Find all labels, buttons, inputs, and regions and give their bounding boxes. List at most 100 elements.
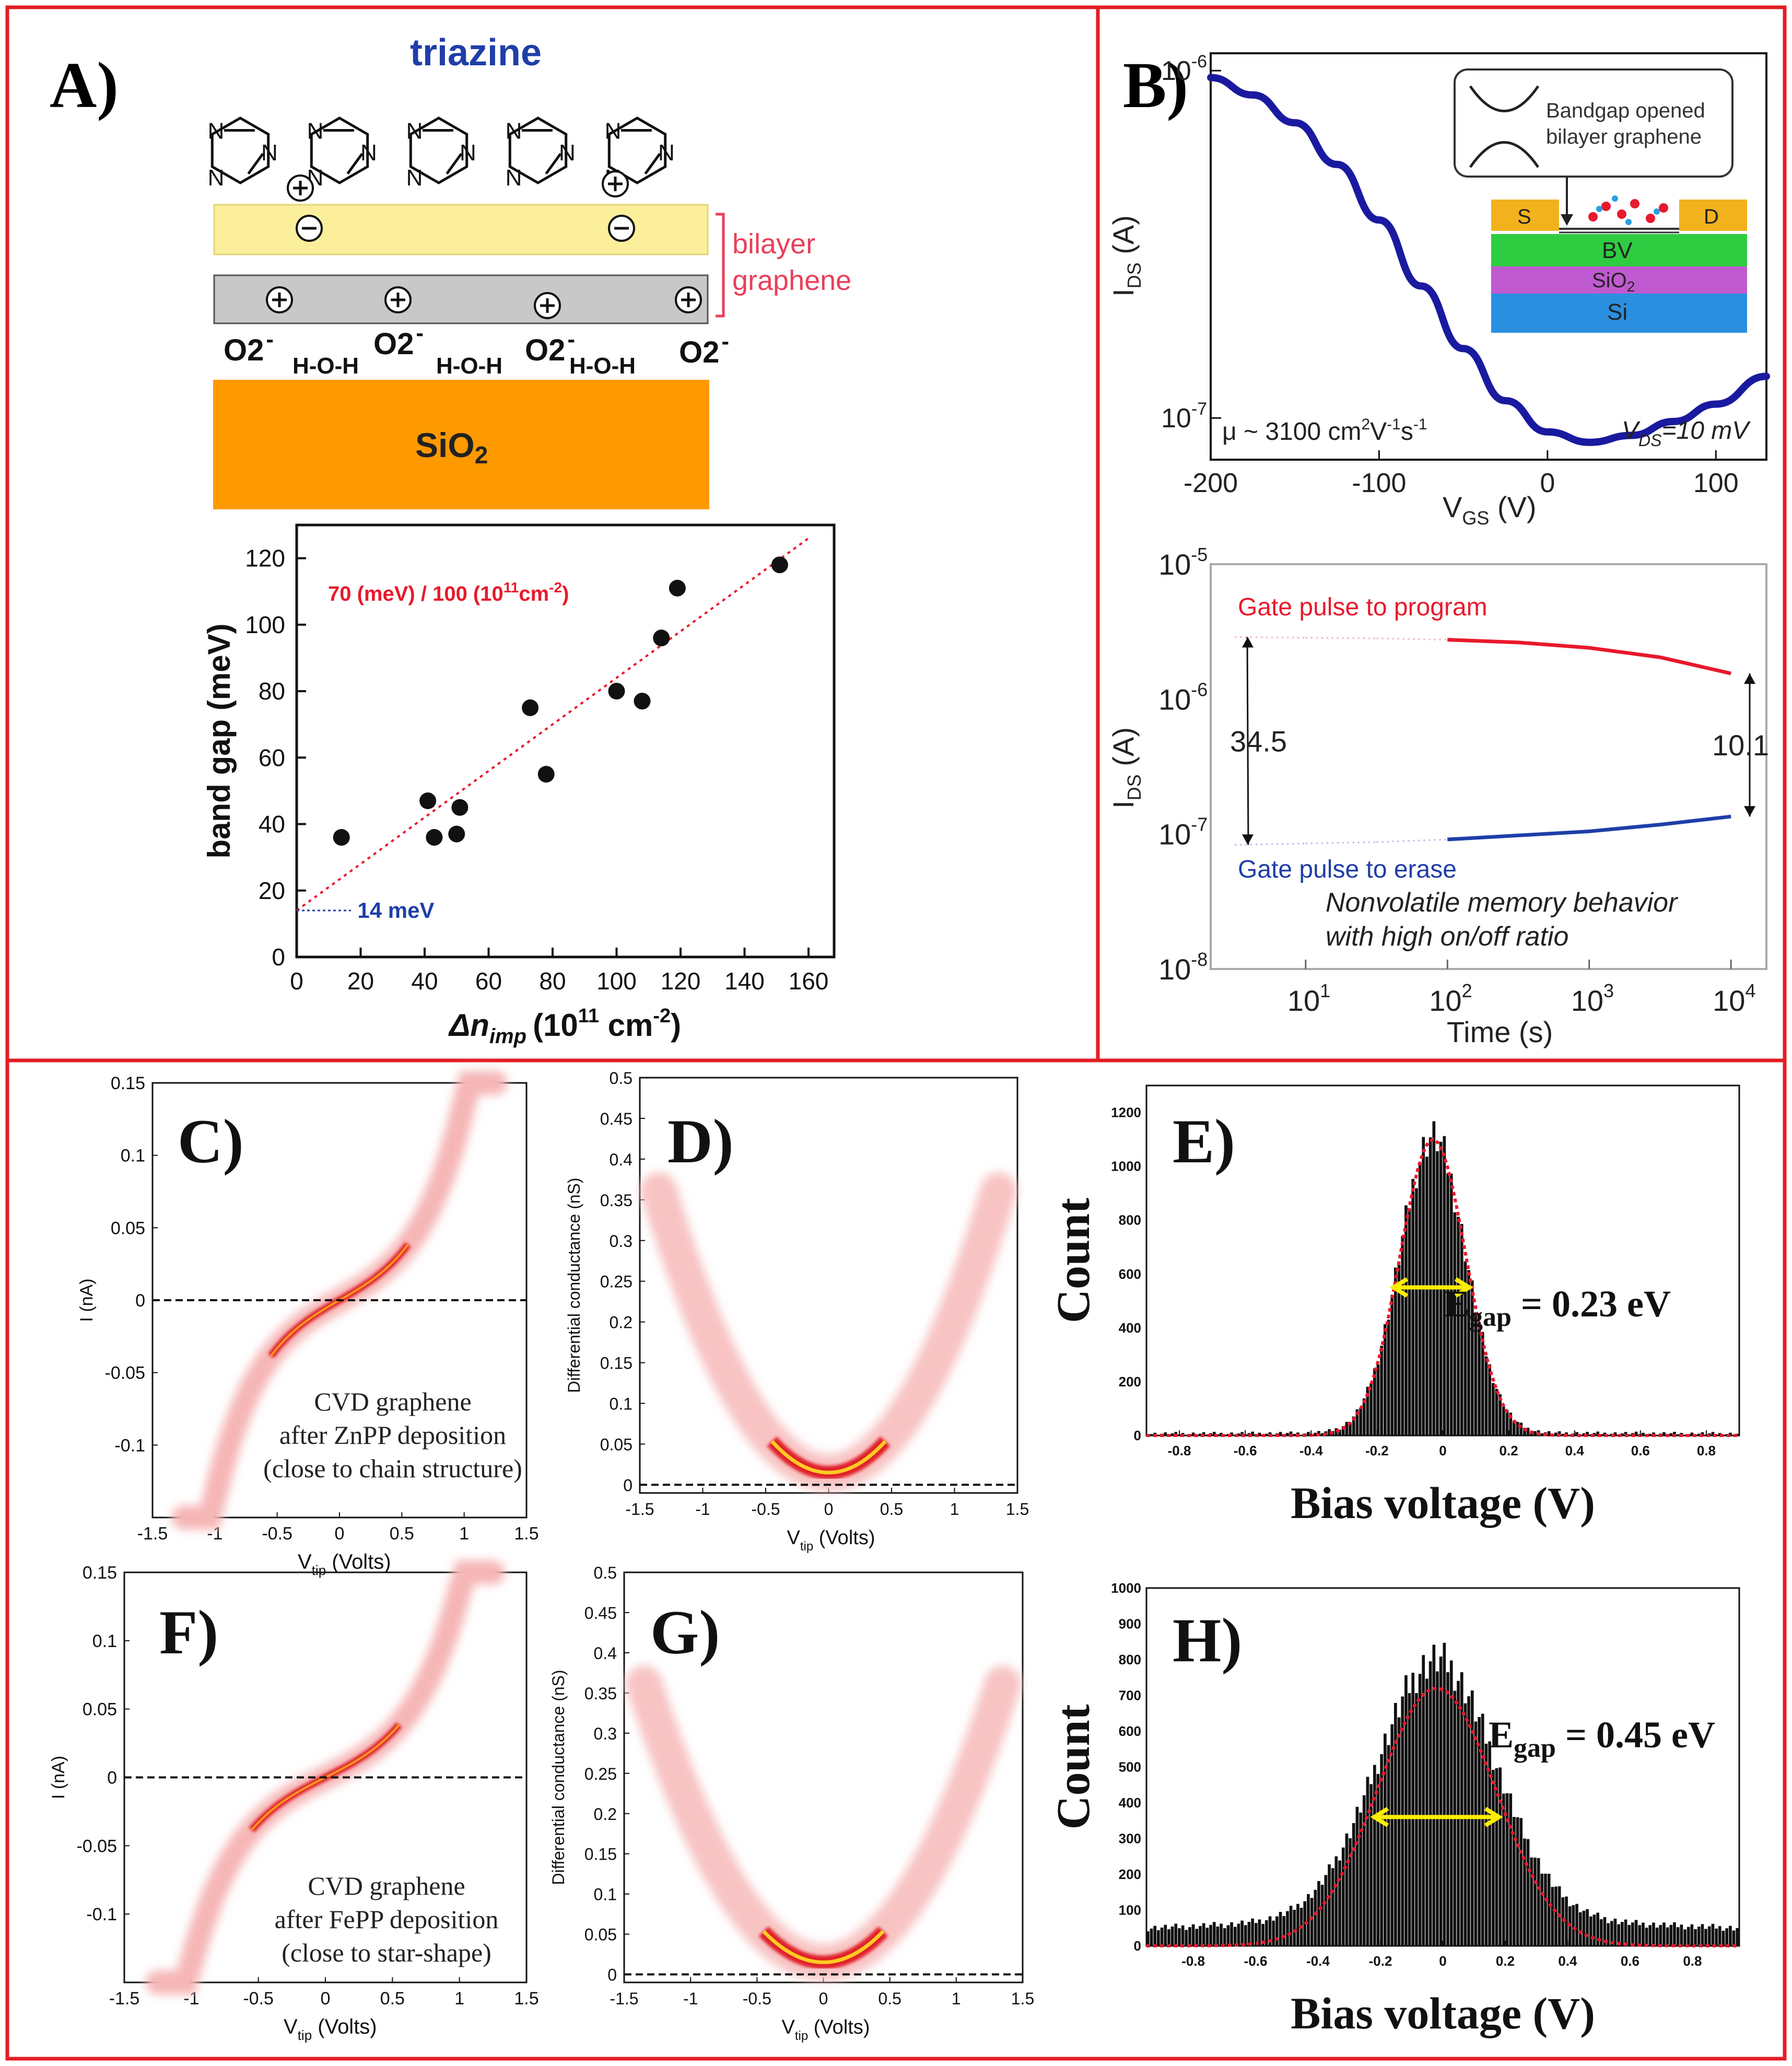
x-tick-label: 1 — [952, 1989, 961, 2008]
retention-frame — [1210, 563, 1767, 970]
histogram-bar — [1526, 1839, 1530, 1946]
histogram-bar — [1526, 1428, 1530, 1435]
histogram-bar — [1648, 1433, 1652, 1435]
y-tick-label: 0.05 — [584, 1925, 617, 1944]
x-tick-label: 160 — [789, 967, 829, 995]
sio2-label: SiO2 — [415, 426, 488, 469]
histogram-bar — [1467, 1270, 1470, 1435]
histogram-bar — [1701, 1924, 1704, 1946]
x-tick-label: 0 — [824, 1500, 834, 1519]
histogram-bar — [1181, 1925, 1185, 1946]
nitrogen-atom: N — [406, 119, 423, 144]
histogram-bar — [1592, 1915, 1596, 1946]
inset-text-2: bilayer graphene — [1546, 125, 1702, 148]
x-tick-label: -0.2 — [1365, 1443, 1389, 1458]
histogram-bar — [1718, 1433, 1721, 1435]
x-tick-label: 1 — [950, 1500, 959, 1519]
histogram-bar — [1328, 1864, 1331, 1946]
histogram-bar — [1519, 1422, 1523, 1435]
histogram-bar — [1334, 1428, 1338, 1435]
y-tick-label: 1000 — [1111, 1159, 1141, 1174]
histogram-bar — [1575, 1904, 1578, 1946]
slope-unit: cm — [519, 582, 549, 605]
o2-text: O2 — [373, 327, 414, 361]
histogram-bar — [1150, 1434, 1153, 1435]
chart-c: -1.5 -1 -0.5 0 0.5 1 1.5-0.1-0.0500.050.10.15V… — [77, 1071, 539, 1578]
histogram-bar — [1237, 1923, 1240, 1946]
histogram-bar — [1449, 1173, 1453, 1435]
y-tick-label: -0.05 — [105, 1363, 146, 1383]
histogram-bar — [1673, 1432, 1676, 1435]
y-tick-exp: -7 — [1191, 814, 1208, 835]
histogram-bar — [1686, 1927, 1690, 1946]
graphene-bottom-layer — [213, 274, 709, 324]
histogram-bar — [1586, 1432, 1589, 1435]
x-axis-label: VGS (V) — [1443, 491, 1537, 529]
ring-double-bonds — [522, 129, 562, 175]
series-faded-segment — [1376, 838, 1448, 843]
y-tick-label: 0.35 — [584, 1684, 617, 1703]
y-tick-label: 900 — [1119, 1616, 1141, 1632]
histogram-bar — [1293, 1434, 1296, 1435]
x-tick-label: 1.5 — [514, 1989, 538, 2009]
histogram-bar — [1638, 1925, 1642, 1946]
panel-note: CVD graphene — [308, 1871, 465, 1900]
egap-label: Egap = 0.23 eV — [1444, 1283, 1671, 1332]
data-point — [451, 799, 469, 816]
x-tick-label: -1.5 — [625, 1500, 654, 1519]
mobility-exp: 2 — [1361, 416, 1370, 433]
panel-note: (close to star-shape) — [282, 1938, 491, 1967]
histogram-bar — [1146, 1931, 1150, 1946]
data-point — [426, 828, 443, 846]
histogram-bar — [1701, 1432, 1704, 1435]
y-axis-label: Differential conductance (nS) — [549, 1670, 568, 1885]
histogram-bar — [1736, 1928, 1739, 1946]
o2-ion: O2- — [525, 326, 575, 367]
band-icon — [1469, 85, 1540, 168]
x-label-exp2: -2 — [653, 1005, 671, 1027]
histogram-bar — [1495, 1768, 1498, 1946]
histogram-bar — [1505, 1410, 1509, 1435]
histogram-bar — [1610, 1921, 1613, 1946]
x-tick-label: 20 — [347, 967, 374, 995]
histogram-bar — [1428, 1661, 1432, 1946]
data-point — [771, 556, 788, 574]
y-tick-label: 10-8 — [1158, 949, 1208, 986]
histogram-bar — [1642, 1922, 1645, 1946]
histogram-bar — [1355, 1409, 1359, 1435]
series-faded-segment — [1235, 843, 1306, 846]
drain-electrode — [1679, 200, 1747, 231]
x-tick-label: -0.6 — [1244, 1953, 1268, 1969]
histogram-bar — [1463, 1261, 1467, 1435]
histogram-bar — [1519, 1818, 1523, 1946]
ring-bonds — [409, 116, 469, 184]
histogram-bar — [1478, 1322, 1481, 1435]
histogram-bar — [1669, 1924, 1673, 1946]
histogram-bar — [1624, 1432, 1627, 1435]
histogram-bar — [1408, 1693, 1411, 1946]
vds-sub: DS — [1638, 431, 1661, 450]
y-tick-label: 0 — [272, 943, 285, 971]
histogram-bar — [1690, 1924, 1694, 1946]
x-axis-label: Bias voltage (V) — [1291, 1988, 1595, 2038]
nitrogen-atom: N — [460, 140, 476, 166]
histogram-bar — [1199, 1926, 1202, 1946]
series-label: Gate pulse to erase — [1238, 856, 1457, 883]
device-inset: Bandgap opened bilayer graphene S D BV S… — [1454, 68, 1747, 333]
x-label-main: V — [1443, 491, 1462, 523]
histogram-bar — [1470, 1280, 1474, 1435]
y-tick-label: 120 — [245, 545, 285, 572]
data-point — [653, 629, 670, 647]
y-label-unit: (A) — [1107, 215, 1140, 262]
water-molecule: H-O-H — [436, 353, 502, 379]
x-tick-label: -100 — [1352, 468, 1406, 498]
chart-f: -1.5 -1 -0.5 0 0.5 1 1.5-0.1-0.0500.050.10.15V… — [49, 1560, 539, 2043]
y-tick-label: 10-7 — [1158, 814, 1208, 851]
mobility-s: s — [1401, 418, 1413, 446]
x-tick-label: 0.2 — [1496, 1953, 1515, 1969]
histogram-bar — [1384, 1324, 1387, 1435]
histogram-bar — [1547, 1431, 1551, 1435]
x-tick-label: 101 — [1287, 980, 1330, 1017]
o2-ion: O2- — [679, 329, 729, 369]
x-tick-label: 140 — [724, 967, 765, 995]
